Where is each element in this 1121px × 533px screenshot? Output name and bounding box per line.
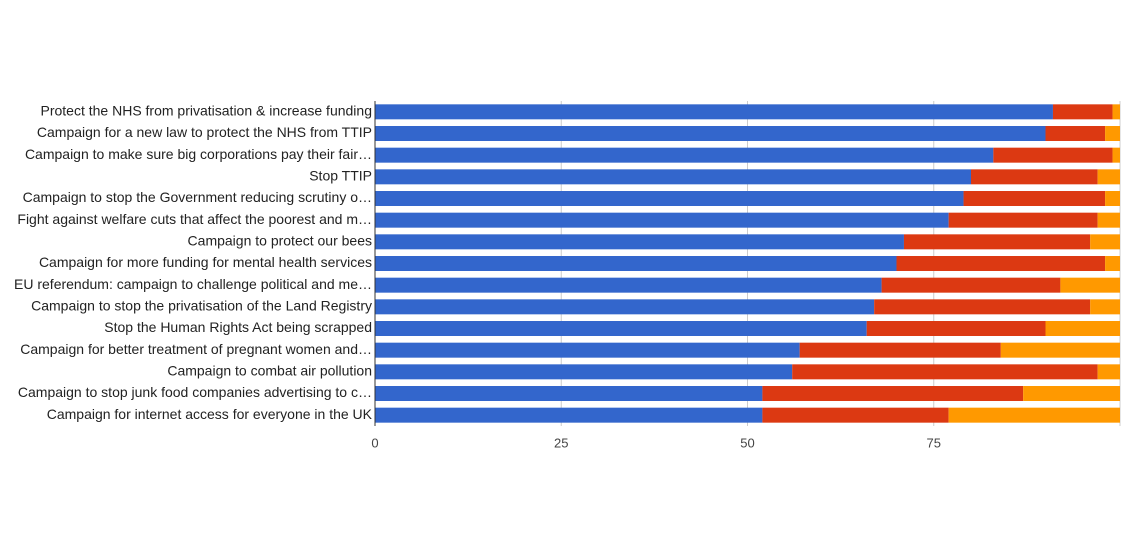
y-tick-label: Campaign for internet access for everyon…	[47, 406, 373, 422]
bar-segment	[896, 256, 1106, 271]
bar-segment	[792, 364, 1098, 380]
bar-segment	[881, 277, 1061, 293]
y-tick-label: Stop the Human Rights Act being scrapped	[104, 319, 372, 335]
y-tick-label: Campaign to protect our bees	[188, 233, 372, 249]
bar-segment	[1097, 212, 1120, 228]
bar-segment	[375, 147, 994, 163]
bar-segment	[1090, 299, 1120, 315]
bar-segment	[375, 407, 763, 423]
bar-segment	[375, 386, 763, 401]
bar-segment	[375, 256, 897, 271]
y-tick-label: Campaign for more funding for mental hea…	[39, 254, 372, 270]
bar-segment	[1000, 342, 1120, 358]
bar-segment	[375, 299, 875, 315]
bar-segment	[1112, 104, 1120, 120]
bar-segment	[993, 147, 1113, 163]
y-tick-label: Stop TTIP	[309, 168, 372, 184]
bar-segment	[375, 104, 1053, 120]
bar-segment	[1023, 386, 1120, 401]
x-tick-label: 0	[371, 435, 378, 450]
bar-segment	[375, 277, 882, 293]
bar-segment	[948, 212, 1098, 228]
bar-segment	[375, 342, 800, 358]
y-tick-label: Campaign to combat air pollution	[167, 363, 372, 379]
y-tick-label: Campaign to make sure big corporations p…	[25, 146, 372, 162]
bar-segment	[375, 169, 971, 185]
bar-segment	[866, 321, 1046, 336]
bar-segment	[1112, 147, 1120, 163]
bar-segment	[971, 169, 1098, 185]
x-tick-label: 75	[927, 435, 941, 450]
bar-segment	[963, 191, 1106, 206]
x-tick-label: 25	[554, 435, 568, 450]
bar-segment	[375, 191, 964, 206]
bar-segment	[948, 407, 1120, 423]
bar-segment	[1097, 364, 1120, 380]
bar-segment	[1045, 126, 1106, 141]
bar-segment	[1045, 321, 1120, 336]
x-tick-label: 50	[740, 435, 754, 450]
bar-segment	[799, 342, 1001, 358]
bar-segment	[1090, 234, 1120, 250]
bar-segment	[375, 234, 904, 250]
y-tick-label: Fight against welfare cuts that affect t…	[17, 211, 372, 227]
y-tick-label: Campaign for a new law to protect the NH…	[37, 124, 372, 140]
bar-segment	[762, 386, 1024, 401]
bar-segment	[874, 299, 1091, 315]
bar-segment	[375, 126, 1046, 141]
bar-segment	[1105, 191, 1120, 206]
y-tick-label: Campaign to stop the Government reducing…	[23, 189, 372, 205]
bar-segment	[1097, 169, 1120, 185]
bar-segment	[1052, 104, 1113, 120]
y-tick-label: Campaign to stop junk food companies adv…	[18, 384, 372, 400]
bar-segment	[903, 234, 1091, 250]
y-tick-label: EU referendum: campaign to challenge pol…	[14, 276, 372, 292]
bar-segment	[762, 407, 949, 423]
bar-segment	[1105, 256, 1120, 271]
bar-segment	[1060, 277, 1120, 293]
y-tick-label: Campaign to stop the privatisation of th…	[31, 298, 372, 314]
bar-segment	[375, 364, 793, 380]
y-tick-label: Campaign for better treatment of pregnan…	[20, 341, 372, 357]
y-tick-label: Protect the NHS from privatisation & inc…	[41, 103, 373, 119]
bar-segment	[375, 212, 949, 228]
bar-segment	[1105, 126, 1120, 141]
bar-segment	[375, 321, 867, 336]
